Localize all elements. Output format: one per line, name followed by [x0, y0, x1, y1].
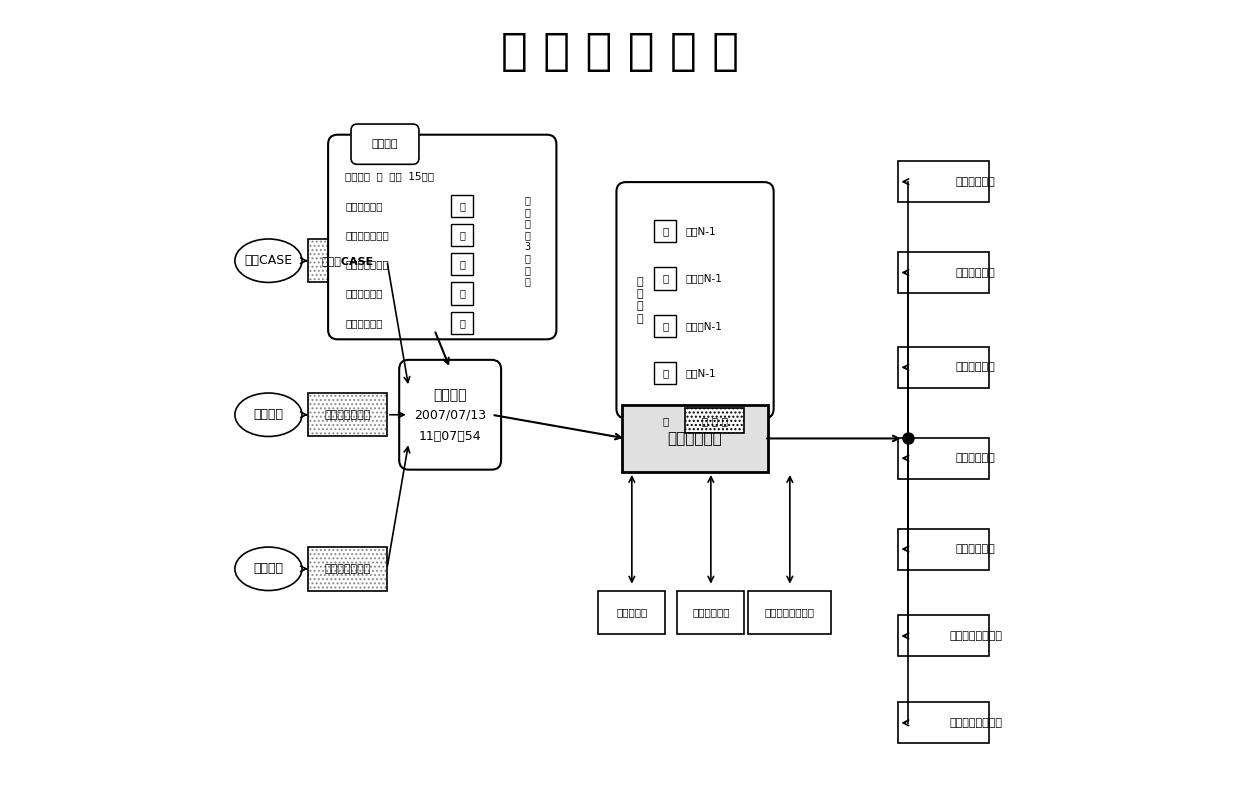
- FancyBboxPatch shape: [899, 252, 990, 293]
- Text: 历史运行信息: 历史运行信息: [956, 544, 996, 554]
- FancyBboxPatch shape: [451, 283, 474, 305]
- FancyBboxPatch shape: [622, 404, 768, 472]
- Text: 否: 否: [662, 273, 668, 284]
- FancyBboxPatch shape: [899, 438, 990, 479]
- FancyBboxPatch shape: [655, 220, 677, 243]
- Text: 初始断面: 初始断面: [434, 388, 467, 402]
- Text: 2007/07/13: 2007/07/13: [414, 408, 486, 421]
- Text: 是: 是: [459, 230, 465, 240]
- FancyBboxPatch shape: [451, 195, 474, 217]
- Text: 设备越限告警信息: 设备越限告警信息: [949, 631, 1002, 641]
- FancyBboxPatch shape: [616, 182, 774, 419]
- FancyBboxPatch shape: [899, 161, 990, 202]
- FancyBboxPatch shape: [308, 547, 387, 591]
- FancyBboxPatch shape: [655, 267, 677, 290]
- Text: 是: 是: [459, 318, 465, 328]
- Text: 否: 否: [662, 321, 668, 331]
- Text: 元
件
扫
描: 元 件 扫 描: [637, 276, 644, 324]
- Text: 潮流方式: 潮流方式: [253, 562, 284, 575]
- Text: 母线电压告警: 母线电压告警: [346, 288, 383, 299]
- Text: 潮流参数控制: 潮流参数控制: [692, 608, 729, 617]
- FancyBboxPatch shape: [899, 529, 990, 570]
- Text: 历史CASE: 历史CASE: [244, 254, 293, 267]
- Text: 变压器功率告警: 变压器功率告警: [346, 230, 389, 240]
- Ellipse shape: [234, 239, 303, 283]
- FancyBboxPatch shape: [655, 362, 677, 384]
- Ellipse shape: [234, 393, 303, 437]
- Text: 越限统计信息: 越限统计信息: [956, 177, 996, 186]
- FancyBboxPatch shape: [899, 615, 990, 656]
- Text: 实时模式: 实时模式: [372, 139, 398, 149]
- FancyBboxPatch shape: [655, 409, 677, 431]
- Text: 自定义断面: 自定义断面: [616, 608, 647, 617]
- FancyBboxPatch shape: [451, 312, 474, 334]
- Text: 发电机出力告警: 发电机出力告警: [346, 259, 389, 269]
- Text: 设备越限监视控制: 设备越限监视控制: [765, 608, 815, 617]
- Text: 周期运行  是  周期  15分钟: 周期运行 是 周期 15分钟: [346, 171, 434, 181]
- Text: 是: 是: [662, 226, 668, 236]
- FancyBboxPatch shape: [308, 393, 387, 437]
- Text: 母线N-1: 母线N-1: [686, 368, 715, 378]
- FancyBboxPatch shape: [451, 254, 474, 276]
- FancyBboxPatch shape: [451, 224, 474, 246]
- FancyBboxPatch shape: [598, 591, 666, 634]
- FancyBboxPatch shape: [655, 315, 677, 337]
- Text: 最近越限设备信息: 最近越限设备信息: [949, 718, 1002, 728]
- Text: 取潮流计算数据: 取潮流计算数据: [325, 564, 371, 574]
- Text: 取状态估计数据: 取状态估计数据: [325, 410, 371, 419]
- FancyBboxPatch shape: [899, 702, 990, 743]
- FancyBboxPatch shape: [899, 347, 990, 388]
- Text: 发电机N-1: 发电机N-1: [686, 321, 722, 331]
- Text: 安全分析计算: 安全分析计算: [667, 431, 723, 446]
- FancyBboxPatch shape: [329, 135, 557, 340]
- FancyBboxPatch shape: [686, 408, 744, 433]
- Ellipse shape: [234, 547, 303, 591]
- Text: 实时状态: 实时状态: [253, 408, 284, 421]
- Text: 故 障 集: 故 障 集: [702, 416, 728, 426]
- Text: 设备越限信息: 设备越限信息: [956, 268, 996, 277]
- Text: 静 态 安 全 分 析: 静 态 安 全 分 析: [501, 30, 739, 73]
- Text: 变压器N-1: 变压器N-1: [686, 273, 722, 284]
- Text: 否: 否: [459, 259, 465, 269]
- FancyBboxPatch shape: [399, 360, 501, 469]
- FancyBboxPatch shape: [351, 124, 419, 164]
- Text: 11：07：54: 11：07：54: [419, 431, 481, 443]
- Text: 取历史CASE: 取历史CASE: [321, 256, 373, 265]
- Text: 是: 是: [459, 201, 465, 211]
- FancyBboxPatch shape: [749, 591, 831, 634]
- Text: 稳定断面告警: 稳定断面告警: [346, 318, 383, 328]
- Text: 否: 否: [662, 416, 668, 426]
- Text: 否: 否: [662, 368, 668, 378]
- Text: 线路N-1: 线路N-1: [686, 226, 715, 236]
- Text: 线路电流告警: 线路电流告警: [346, 201, 383, 211]
- Text: 连
续
越
限
3
次
告
警: 连 续 越 限 3 次 告 警: [525, 195, 531, 287]
- Text: 故障分类信息: 故障分类信息: [956, 363, 996, 372]
- FancyBboxPatch shape: [677, 591, 744, 634]
- Text: 否: 否: [459, 288, 465, 299]
- FancyBboxPatch shape: [308, 239, 387, 283]
- Text: 使用记录信息: 使用记录信息: [956, 453, 996, 463]
